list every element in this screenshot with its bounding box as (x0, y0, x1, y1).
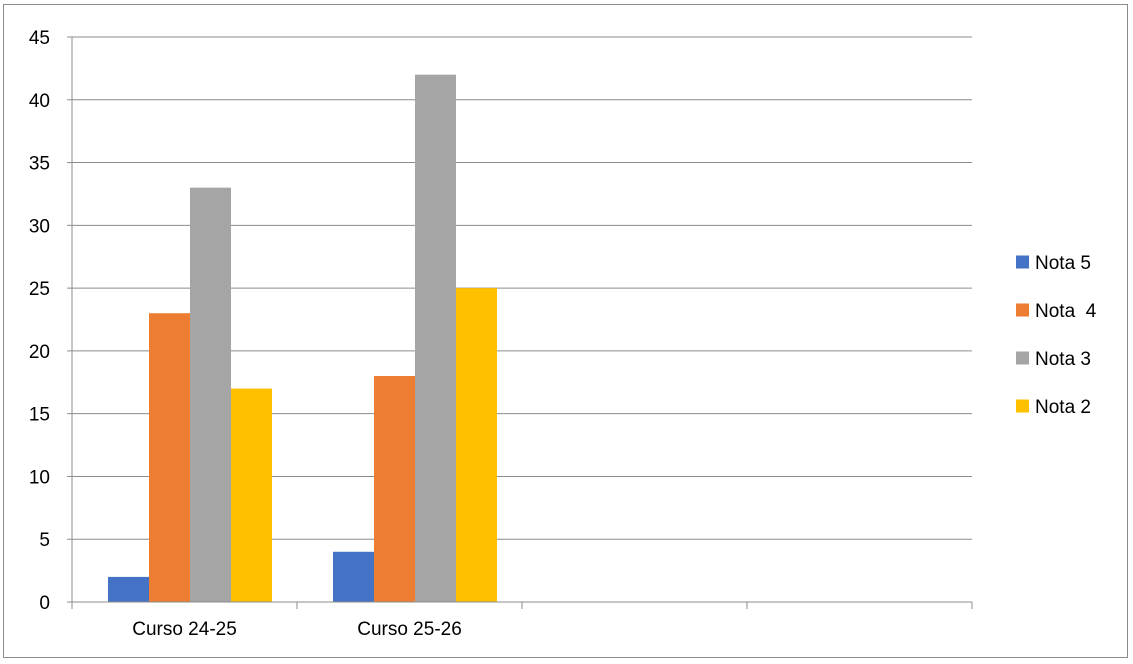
bar-nota-5-1 (333, 551, 374, 602)
y-axis-tick-labels: 0 5 10 15 20 25 30 35 40 45 (29, 28, 50, 614)
legend-swatch-3 (1016, 399, 1029, 413)
legend-swatch-0 (1016, 255, 1029, 269)
bar-nota-3-1 (415, 74, 456, 602)
y-tick-label: 0 (39, 593, 50, 614)
bar-nota-5-0 (108, 576, 149, 602)
y-tick-label: 30 (29, 216, 50, 237)
y-tick-label: 10 (29, 467, 50, 488)
legend-swatch-2 (1016, 351, 1029, 365)
legend: Nota 5 Nota 4 Nota 3 Nota 2 (1016, 253, 1097, 418)
bars (108, 74, 497, 602)
x-tick-label: Curso 25-26 (357, 619, 462, 640)
legend-label-1: Nota 4 (1035, 301, 1097, 322)
legend-label-0: Nota 5 (1035, 253, 1091, 274)
legend-label-2: Nota 3 (1035, 349, 1091, 370)
bar-nota-3-0 (190, 187, 231, 602)
legend-label-3: Nota 2 (1035, 397, 1091, 418)
y-tick-label: 5 (39, 530, 50, 551)
bar-nota-2-1 (456, 288, 497, 602)
y-tick-label: 45 (29, 28, 50, 49)
x-tick-label: Curso 24-25 (132, 619, 237, 640)
chart-frame: 0 5 10 15 20 25 30 35 40 45 Curso 24-25 Curso 25-2… (3, 4, 1128, 658)
y-tick-label: 35 (29, 154, 50, 175)
bar-nota-2-0 (231, 388, 272, 602)
bar-nota-4-1 (374, 376, 415, 602)
y-tick-label: 40 (29, 91, 50, 112)
x-axis-tick-labels: Curso 24-25 Curso 25-26 (132, 619, 462, 640)
legend-swatch-1 (1016, 303, 1029, 317)
y-tick-label: 20 (29, 342, 50, 363)
axes (67, 36, 973, 609)
y-tick-label: 25 (29, 279, 50, 300)
bar-nota-4-0 (149, 313, 190, 602)
y-tick-label: 15 (29, 405, 50, 426)
bar-chart: 0 5 10 15 20 25 30 35 40 45 Curso 24-25 Curso 25-2… (29, 28, 1097, 640)
